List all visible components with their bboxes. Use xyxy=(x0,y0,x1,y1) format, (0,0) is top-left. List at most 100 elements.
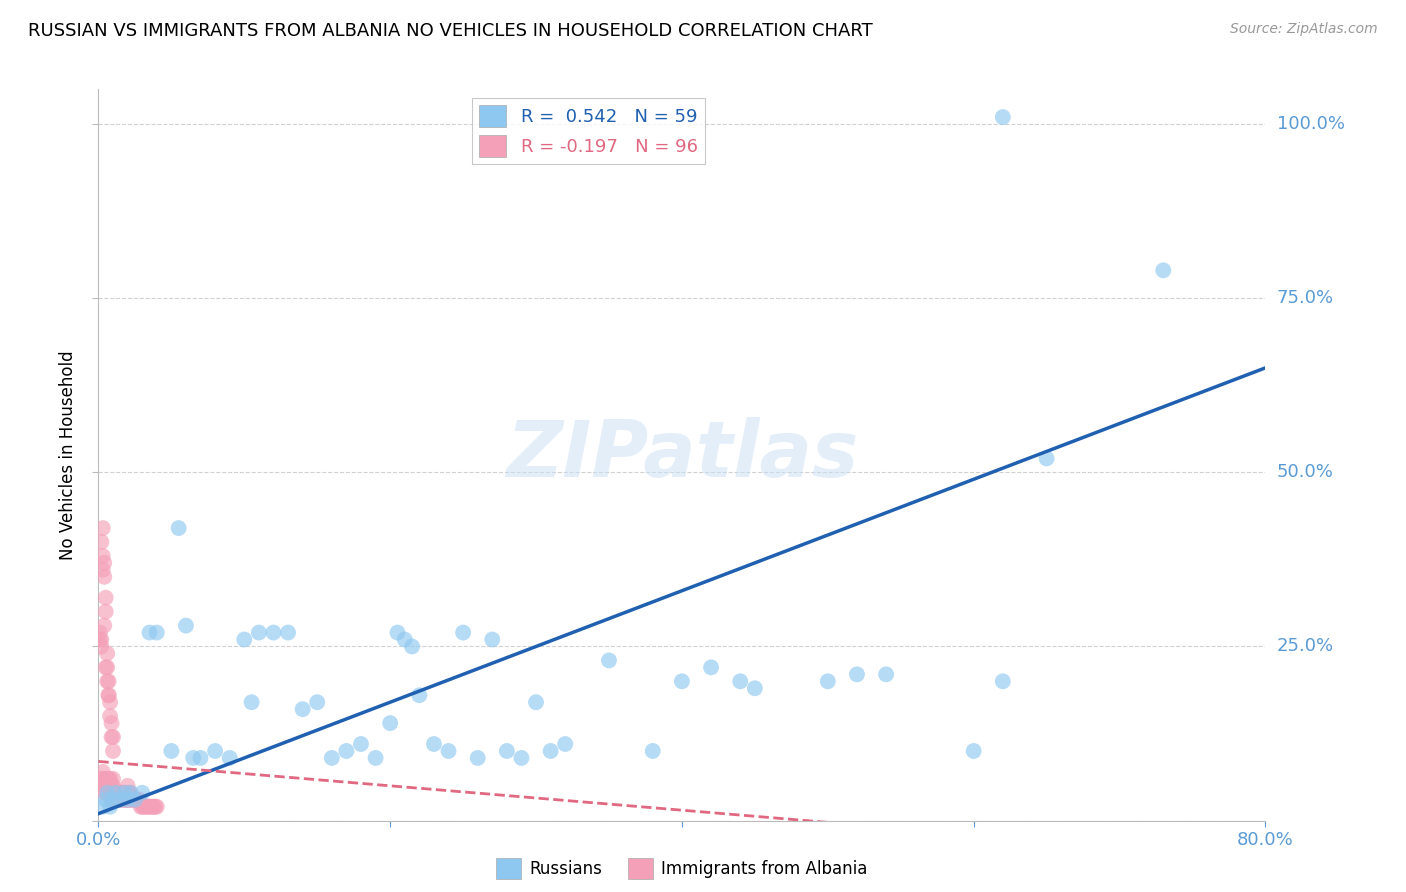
Point xyxy=(105,793,128,807)
Point xyxy=(98,799,121,814)
Point xyxy=(700,660,723,674)
Point xyxy=(101,786,124,800)
Point xyxy=(387,625,409,640)
Point xyxy=(117,779,139,793)
Point xyxy=(451,625,474,640)
Point xyxy=(120,793,142,807)
Text: RUSSIAN VS IMMIGRANTS FROM ALBANIA NO VEHICLES IN HOUSEHOLD CORRELATION CHART: RUSSIAN VS IMMIGRANTS FROM ALBANIA NO VE… xyxy=(28,22,873,40)
Point xyxy=(124,793,146,807)
Point xyxy=(90,535,112,549)
Point xyxy=(671,674,693,689)
Text: 75.0%: 75.0% xyxy=(1277,289,1334,307)
Point xyxy=(117,793,139,807)
Point xyxy=(122,793,145,807)
Point xyxy=(98,786,121,800)
Point xyxy=(991,110,1014,124)
Point xyxy=(114,786,136,800)
Point xyxy=(146,625,169,640)
Point xyxy=(728,674,751,689)
Point xyxy=(101,772,124,786)
Point xyxy=(117,793,139,807)
Point xyxy=(131,799,153,814)
Point xyxy=(181,751,204,765)
Point xyxy=(91,772,114,786)
Point xyxy=(134,799,156,814)
Point xyxy=(146,799,169,814)
Point xyxy=(204,744,226,758)
Point xyxy=(524,695,547,709)
Point xyxy=(93,772,115,786)
Point xyxy=(96,674,118,689)
Point xyxy=(97,688,120,702)
Point xyxy=(138,625,160,640)
Point xyxy=(125,793,148,807)
Point xyxy=(98,779,121,793)
Point xyxy=(91,764,114,779)
Point xyxy=(93,779,115,793)
Point xyxy=(94,605,117,619)
Point xyxy=(540,744,562,758)
Point xyxy=(101,779,124,793)
Point xyxy=(129,799,152,814)
Point xyxy=(104,786,127,800)
Point xyxy=(991,674,1014,689)
Point xyxy=(114,793,136,807)
Point xyxy=(94,779,117,793)
Point xyxy=(100,786,122,800)
Point xyxy=(481,632,503,647)
Point xyxy=(142,799,165,814)
Point xyxy=(247,625,270,640)
Point xyxy=(91,521,114,535)
Point xyxy=(875,667,897,681)
Point xyxy=(641,744,664,758)
Point xyxy=(105,786,128,800)
Point xyxy=(94,660,117,674)
Point xyxy=(598,653,620,667)
Point xyxy=(90,772,112,786)
Point xyxy=(138,799,160,814)
Point xyxy=(467,751,489,765)
Point xyxy=(94,591,117,605)
Point xyxy=(114,786,136,800)
Point xyxy=(335,744,357,758)
Text: 50.0%: 50.0% xyxy=(1277,463,1333,482)
Point xyxy=(744,681,766,696)
Point xyxy=(124,793,146,807)
Point xyxy=(307,695,329,709)
Point xyxy=(364,751,387,765)
Point xyxy=(554,737,576,751)
Point xyxy=(110,786,132,800)
Point xyxy=(96,772,118,786)
Point xyxy=(94,793,117,807)
Point xyxy=(110,793,132,807)
Point xyxy=(97,786,120,800)
Point xyxy=(94,772,117,786)
Point xyxy=(110,793,132,807)
Point xyxy=(96,660,118,674)
Text: 25.0%: 25.0% xyxy=(1277,638,1334,656)
Point xyxy=(91,779,114,793)
Point xyxy=(93,618,115,632)
Point xyxy=(437,744,460,758)
Point xyxy=(97,688,120,702)
Point xyxy=(233,632,256,647)
Point xyxy=(91,799,114,814)
Point xyxy=(89,632,111,647)
Point xyxy=(91,549,114,563)
Text: ZIPatlas: ZIPatlas xyxy=(506,417,858,493)
Point xyxy=(100,793,122,807)
Point xyxy=(96,786,118,800)
Point xyxy=(93,786,115,800)
Point xyxy=(128,793,150,807)
Text: Source: ZipAtlas.com: Source: ZipAtlas.com xyxy=(1230,22,1378,37)
Point xyxy=(98,772,121,786)
Point xyxy=(131,786,153,800)
Point xyxy=(112,793,135,807)
Point xyxy=(117,786,139,800)
Point xyxy=(1035,451,1057,466)
Point xyxy=(97,779,120,793)
Point xyxy=(817,674,839,689)
Point xyxy=(291,702,314,716)
Point xyxy=(93,570,115,584)
Point xyxy=(118,793,141,807)
